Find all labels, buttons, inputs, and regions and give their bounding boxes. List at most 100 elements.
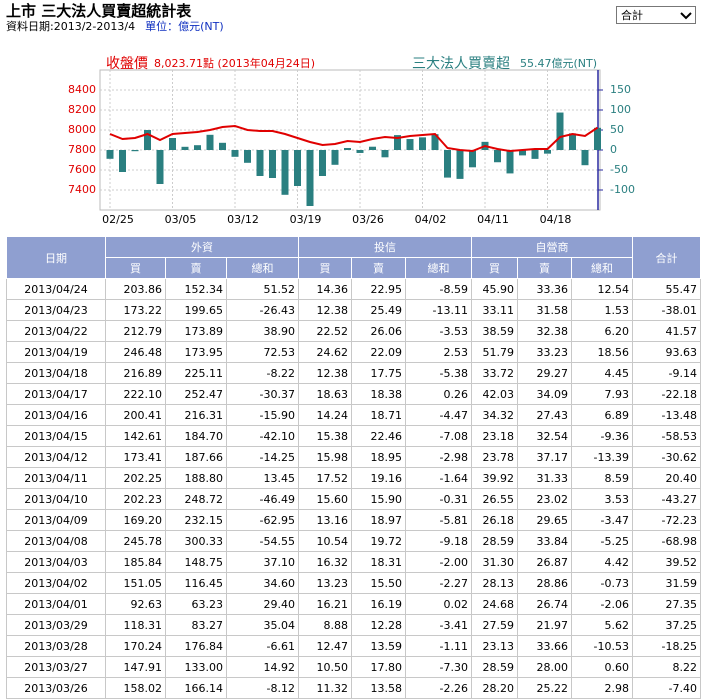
subheader-cell: 賣 — [165, 257, 227, 279]
value-cell: 39.52 — [632, 551, 701, 573]
bar — [506, 150, 514, 174]
value-cell: 24.68 — [471, 593, 518, 615]
data-row: 2013/04/08 245.78 300.33 -54.55 10.54 19.72 -9… — [6, 530, 701, 552]
value-cell: 92.63 — [105, 593, 166, 615]
x-tick-label: 02/25 — [102, 213, 134, 226]
value-cell: -5.38 — [405, 362, 472, 384]
y-tick-label: 7400 — [68, 183, 96, 196]
data-row: 2013/04/17 222.10 252.47 -30.37 18.63 18.38 0.… — [6, 383, 701, 405]
value-cell: 16.19 — [351, 593, 406, 615]
value-cell: 18.31 — [351, 551, 406, 573]
bar — [219, 142, 226, 150]
value-cell: 176.84 — [165, 635, 227, 657]
value-cell: -13.48 — [632, 404, 701, 426]
value-cell: 222.10 — [105, 383, 166, 405]
value-cell: -22.18 — [632, 383, 701, 405]
value-cell: 13.59 — [351, 635, 406, 657]
subheader-cell: 買 — [298, 257, 352, 279]
value-cell: 34.32 — [471, 404, 518, 426]
value-cell: -8.59 — [405, 278, 472, 300]
value-cell: 33.36 — [517, 278, 572, 300]
bar — [519, 150, 526, 156]
value-cell: 18.56 — [571, 341, 633, 363]
value-cell: 16.21 — [298, 593, 352, 615]
value-cell: 45.90 — [471, 278, 518, 300]
bar — [231, 150, 239, 157]
bar — [331, 150, 339, 165]
value-cell: 202.25 — [105, 467, 166, 489]
select-box[interactable]: 合計 — [616, 6, 696, 24]
header-cell: 投信 — [298, 236, 472, 258]
select-arrow — [680, 12, 692, 20]
bar — [394, 135, 401, 150]
bar — [406, 139, 414, 150]
bar — [306, 150, 314, 206]
value-cell: 246.48 — [105, 341, 166, 363]
value-cell: -9.18 — [405, 530, 472, 552]
bar — [556, 112, 564, 150]
value-cell: 28.59 — [471, 656, 518, 678]
net-label: 三大法人買賣超 — [412, 56, 510, 72]
value-cell: -15.90 — [226, 404, 299, 426]
value-cell: 173.89 — [165, 320, 227, 342]
value-cell: 22.09 — [351, 341, 406, 363]
subheader-cell: 總和 — [571, 257, 633, 279]
value-cell: 188.80 — [165, 467, 227, 489]
bar — [131, 150, 139, 152]
value-cell: 232.15 — [165, 509, 227, 531]
value-cell: 37.10 — [226, 551, 299, 573]
value-cell: 41.57 — [632, 320, 701, 342]
value-cell: -6.61 — [226, 635, 299, 657]
date-cell: 2013/04/12 — [6, 446, 106, 468]
bar — [144, 130, 151, 150]
value-cell: 2.53 — [405, 341, 472, 363]
chart: 收盤價 8,023.71點 (2013年04月24日) 三大法人買賣超 55.4… — [68, 55, 635, 226]
value-cell: 225.11 — [165, 362, 227, 384]
value-cell: -0.31 — [405, 488, 472, 510]
bar — [294, 150, 301, 186]
value-cell: 216.89 — [105, 362, 166, 384]
data-row: 2013/04/22 212.79 173.89 38.90 22.52 26.06 -3.… — [6, 320, 701, 342]
value-cell: 3.53 — [571, 488, 633, 510]
value-cell: -54.55 — [226, 530, 299, 552]
value-cell: 29.40 — [226, 593, 299, 615]
value-cell: 148.75 — [165, 551, 227, 573]
value-cell: 212.79 — [105, 320, 166, 342]
y2-tick-label: -50 — [610, 163, 628, 176]
x-tick-label: 03/12 — [227, 213, 259, 226]
value-cell: 23.13 — [471, 635, 518, 657]
value-cell: 184.70 — [165, 425, 227, 447]
value-cell: 6.89 — [571, 404, 633, 426]
value-cell: 0.02 — [405, 593, 472, 615]
value-cell: 14.92 — [226, 656, 299, 678]
data-row: 2013/03/28 170.24 176.84 -6.61 12.47 13.59 -1.… — [6, 635, 701, 657]
value-cell: 28.20 — [471, 677, 518, 699]
value-cell: 248.72 — [165, 488, 227, 510]
bar — [419, 137, 426, 150]
value-cell: 32.38 — [517, 320, 572, 342]
select-text: 合計 — [621, 9, 643, 22]
bar — [344, 148, 351, 150]
value-cell: 42.03 — [471, 383, 518, 405]
price-line — [109, 124, 599, 153]
value-cell: 216.31 — [165, 404, 227, 426]
value-cell: 51.79 — [471, 341, 518, 363]
value-cell: 7.93 — [571, 383, 633, 405]
value-cell: -8.12 — [226, 677, 299, 699]
value-cell: 26.74 — [517, 593, 572, 615]
x-tick-label: 04/02 — [415, 213, 447, 226]
value-cell: 151.05 — [105, 572, 166, 594]
value-cell: 199.65 — [165, 299, 227, 321]
data-row: 2013/04/09 169.20 232.15 -62.95 13.16 18.97 -5… — [6, 509, 701, 531]
header-row: 日期 外資 投信 自營商 合計 — [6, 236, 701, 279]
subheader-cell: 總和 — [226, 257, 299, 279]
date-cell: 2013/04/17 — [6, 383, 106, 405]
y2-tick-label: 50 — [610, 123, 624, 136]
value-cell: 187.66 — [165, 446, 227, 468]
subheader-row: 買賣總和買賣總和買賣總和 — [7, 257, 701, 279]
value-cell: -2.00 — [405, 551, 472, 573]
value-cell: 31.59 — [632, 572, 701, 594]
value-cell: -1.64 — [405, 467, 472, 489]
value-cell: 12.47 — [298, 635, 352, 657]
